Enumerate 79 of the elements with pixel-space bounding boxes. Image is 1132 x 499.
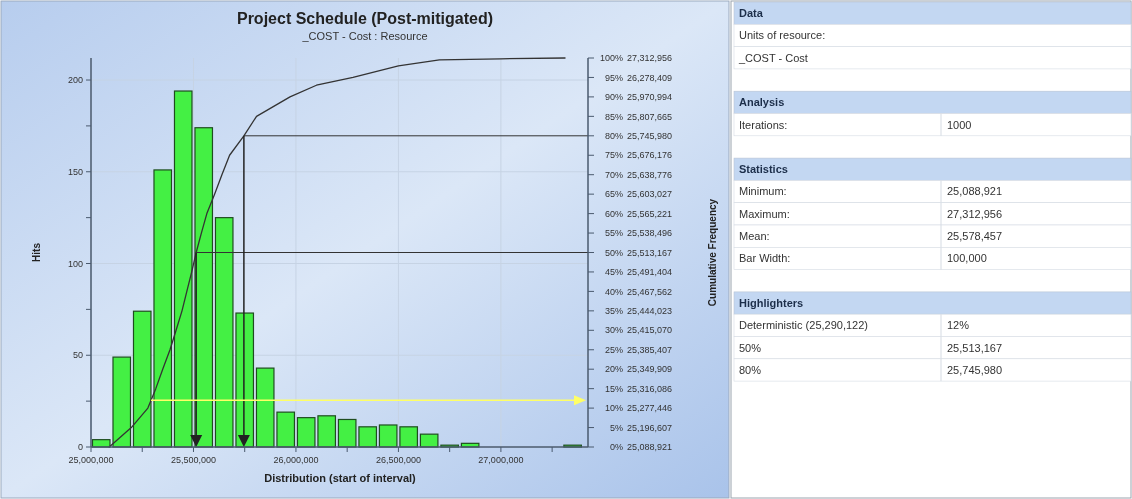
y2-axis-title: Cumulative Frequency (707, 198, 718, 307)
text: 25,349,909 (627, 364, 673, 375)
text: 25,745,980 (627, 130, 673, 141)
text: 25,578,457 (947, 230, 1003, 242)
text: Data (739, 7, 764, 19)
text: Bar Width: (739, 252, 791, 265)
y2-tick-label: 20% (604, 364, 623, 375)
y2-tick-label: 15% (604, 383, 623, 394)
y2-tick-label: 60% (604, 208, 623, 219)
text: 25,196,607 (627, 422, 673, 433)
y-tick-label: 150 (67, 166, 83, 177)
text: 25,676,176 (627, 150, 673, 161)
text: 25,491,404 (627, 267, 673, 278)
text: Mean: (739, 230, 770, 242)
text: 25,970,994 (627, 92, 673, 103)
text: Analysis (739, 96, 785, 109)
y-tick-label: 100 (67, 258, 83, 269)
y2-tick-label: 95% (604, 72, 623, 83)
x-tick-label: 25,000,000 (68, 455, 114, 465)
text: 27,312,956 (627, 53, 673, 64)
text: 26,278,409 (627, 72, 673, 83)
text: 25,277,446 (627, 403, 673, 414)
text: 27,312,956 (947, 207, 1003, 220)
text: Iterations: (739, 118, 788, 131)
text: 25,638,776 (627, 169, 673, 180)
y-tick-label: 200 (67, 75, 83, 86)
y-tick-label: 50 (72, 350, 83, 361)
y-tick-label: 0 (77, 442, 83, 453)
y2-tick-label: 10% (604, 403, 623, 414)
text: 25,603,027 (627, 189, 673, 200)
y2-tick-label: 45% (604, 267, 623, 278)
y2-tick-label: 100% (599, 53, 623, 64)
y2-tick-label: 25% (604, 344, 623, 355)
text: 25,467,562 (627, 286, 673, 297)
text: 80% (739, 363, 762, 376)
x-tick-label: 26,500,000 (375, 455, 421, 465)
text: 12% (947, 319, 970, 332)
text: 25,385,407 (627, 344, 673, 355)
y2-tick-label: 5% (609, 422, 623, 433)
text: 25,565,221 (627, 208, 673, 219)
y2-tick-label: 70% (604, 169, 623, 180)
y2-tick-label: 80% (604, 130, 623, 141)
y2-tick-label: 0% (609, 442, 623, 453)
text: 100,000 (947, 252, 987, 265)
text: 25,745,980 (947, 363, 1003, 376)
y2-tick-label: 55% (604, 228, 623, 239)
text: Highlighters (739, 296, 804, 309)
y2-tick-label: 30% (604, 325, 623, 336)
text: Statistics (739, 163, 788, 176)
y2-tick-label: 85% (604, 111, 623, 122)
text: 25,807,665 (627, 111, 673, 122)
text: Minimum: (739, 185, 787, 198)
text: 25,415,070 (627, 325, 673, 336)
x-axis-title: Distribution (start of interval) (264, 472, 417, 484)
y2-tick-label: 65% (604, 189, 623, 200)
text: Units of resource: (739, 29, 826, 42)
x-tick-label: 26,000,000 (273, 455, 319, 465)
x-tick-label: 27,000,000 (478, 455, 524, 465)
text: 1000 (947, 118, 972, 131)
text: Deterministic (25,290,122) (739, 319, 869, 332)
y2-tick-label: 90% (604, 92, 623, 103)
text: 50% (739, 341, 762, 354)
x-tick-label: 25,500,000 (170, 455, 216, 465)
text: 25,444,023 (627, 306, 673, 316)
text: 25,513,167 (627, 247, 673, 258)
text: _COST - Cost (738, 51, 808, 64)
text: 25,538,496 (627, 228, 673, 239)
y2-tick-label: 35% (604, 306, 623, 316)
text: 25,513,167 (947, 341, 1003, 354)
y2-tick-label: 75% (604, 150, 623, 161)
text: 25,088,921 (947, 185, 1003, 198)
y-axis-title: Hits (31, 242, 42, 262)
chart-subtitle: _COST - Cost : Resource (301, 30, 428, 42)
y2-tick-label: 40% (604, 286, 623, 297)
text: Maximum: (739, 207, 790, 220)
y2-tick-label: 50% (604, 247, 623, 258)
text: 25,316,086 (627, 383, 673, 394)
text: 25,088,921 (627, 442, 673, 453)
chart-title: Project Schedule (Post-mitigated) (236, 10, 494, 27)
